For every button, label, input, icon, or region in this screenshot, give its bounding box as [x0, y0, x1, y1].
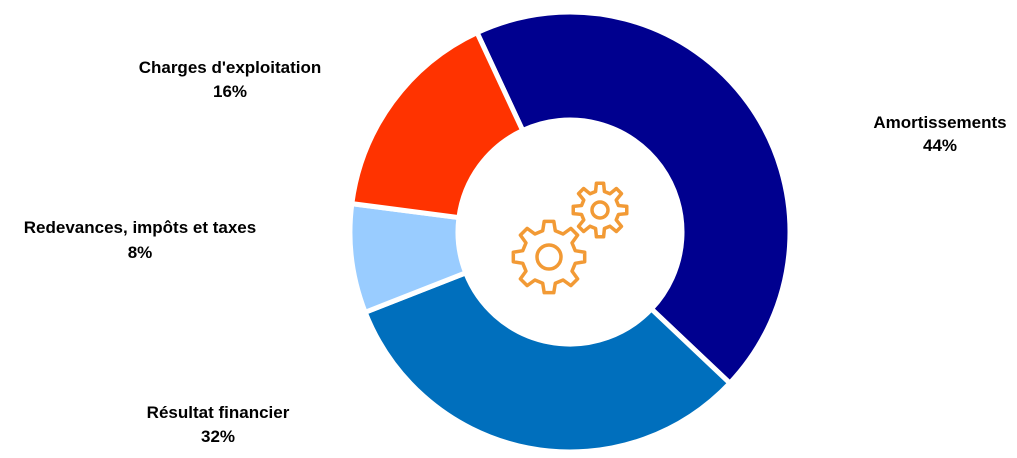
labels-group: Amortissements 44% Résultat financier 32% Re… [24, 58, 1007, 446]
slice-value-charges-d-exploitation: 16% [213, 82, 247, 101]
slice-label-amortissements: Amortissements [873, 113, 1006, 132]
gears-icon [511, 181, 629, 295]
slice-label-redevances-impots-et-taxes: Redevances, impôts et taxes [24, 218, 256, 237]
slice-amortissements [473, 9, 793, 387]
slice-label-resultat-financier: Résultat financier [147, 403, 290, 422]
slice-value-amortissements: 44% [923, 136, 957, 155]
small-gear-icon-hole [590, 200, 610, 220]
slice-resultat-financier [361, 269, 734, 455]
slice-value-resultat-financier: 32% [201, 427, 235, 446]
small-gear-icon [571, 181, 629, 239]
slice-label-charges-d-exploitation: Charges d'exploitation [139, 58, 322, 77]
slices-group [347, 9, 793, 455]
large-gear-icon [511, 219, 587, 295]
slice-charges-d-exploitation [349, 29, 526, 221]
slice-value-redevances-impots-et-taxes: 8% [128, 243, 153, 262]
large-gear-icon-hole [535, 243, 563, 271]
